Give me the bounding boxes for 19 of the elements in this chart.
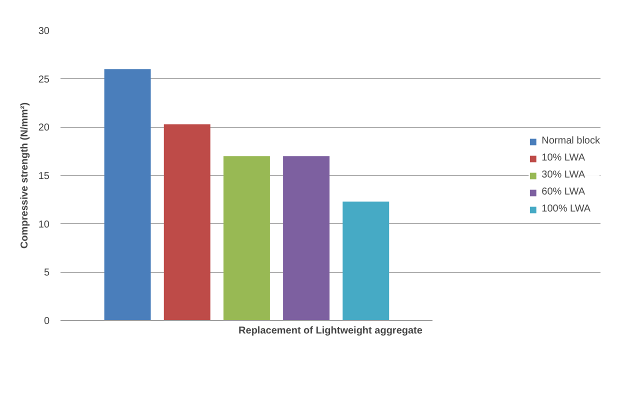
y-axis-title: Compressive strength (N/mm²): [19, 102, 30, 249]
bar: [164, 124, 210, 320]
bar: [283, 156, 330, 320]
y-tick-label: 25: [38, 74, 50, 86]
legend-label: 60% LWA: [542, 186, 585, 198]
x-axis-title: Replacement of Lightweight aggregate: [238, 326, 423, 336]
y-tick-label: 20: [38, 122, 50, 134]
legend-label: 30% LWA: [542, 170, 585, 180]
legend-label: 10% LWA: [542, 152, 585, 164]
bar: [104, 69, 151, 320]
y-tick-label: 15: [38, 171, 50, 182]
bar: [223, 156, 270, 320]
bar: [342, 202, 390, 320]
y-tick-label: 30: [38, 26, 50, 37]
legend-label: Normal block: [542, 136, 600, 146]
legend-label: 100% LWA: [542, 204, 591, 214]
y-tick-label: 10: [38, 219, 50, 230]
y-tick-label: 0: [44, 316, 50, 327]
y-tick-label: 5: [44, 268, 50, 279]
